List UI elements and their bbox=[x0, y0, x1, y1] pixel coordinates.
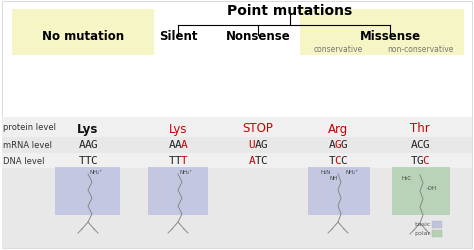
Bar bbox=[148, 167, 208, 215]
Text: A: A bbox=[255, 140, 261, 149]
Text: STOP: STOP bbox=[243, 122, 273, 135]
Text: Nonsense: Nonsense bbox=[226, 30, 291, 42]
Bar bbox=[2, 168, 472, 248]
Text: NH₂⁺: NH₂⁺ bbox=[180, 169, 193, 174]
Text: T: T bbox=[169, 156, 175, 165]
Text: C: C bbox=[341, 156, 347, 165]
Text: DNA level: DNA level bbox=[3, 156, 45, 165]
Text: G: G bbox=[341, 140, 347, 149]
Text: C: C bbox=[91, 156, 97, 165]
Text: A: A bbox=[328, 140, 336, 149]
Text: Silent: Silent bbox=[159, 30, 197, 42]
Text: NH₂⁺: NH₂⁺ bbox=[346, 169, 359, 174]
Text: A: A bbox=[249, 156, 255, 165]
Text: No mutation: No mutation bbox=[42, 30, 124, 42]
Text: NH₂⁺: NH₂⁺ bbox=[90, 169, 103, 174]
Text: NH: NH bbox=[330, 176, 338, 181]
Text: C: C bbox=[335, 156, 341, 165]
Bar bbox=[55, 167, 120, 215]
Text: T: T bbox=[85, 156, 91, 165]
Text: –OH: –OH bbox=[426, 186, 437, 191]
Text: A: A bbox=[79, 140, 85, 149]
Bar bbox=[392, 167, 450, 215]
Text: C: C bbox=[261, 156, 267, 165]
Text: U: U bbox=[249, 140, 255, 149]
Bar bbox=[2, 118, 472, 138]
Text: T: T bbox=[255, 156, 261, 165]
Text: Point mutations: Point mutations bbox=[228, 4, 353, 18]
Text: G: G bbox=[423, 140, 429, 149]
Text: A: A bbox=[85, 140, 91, 149]
Text: A: A bbox=[181, 140, 187, 149]
Text: non-conservative: non-conservative bbox=[387, 44, 453, 53]
Bar bbox=[432, 221, 442, 228]
Text: A: A bbox=[169, 140, 175, 149]
Bar bbox=[308, 167, 370, 215]
Text: A: A bbox=[410, 140, 418, 149]
Text: C: C bbox=[423, 156, 429, 165]
Text: H₂N: H₂N bbox=[321, 169, 331, 174]
Text: T: T bbox=[328, 156, 336, 165]
Text: Arg: Arg bbox=[328, 122, 348, 135]
Text: protein level: protein level bbox=[3, 123, 56, 132]
Bar bbox=[300, 10, 464, 56]
Text: G: G bbox=[91, 140, 97, 149]
Text: H₃C: H₃C bbox=[402, 176, 412, 181]
Bar bbox=[12, 10, 154, 56]
Text: Lys: Lys bbox=[169, 122, 187, 135]
Text: Lys: Lys bbox=[77, 122, 99, 135]
Text: Thr: Thr bbox=[410, 122, 430, 135]
Bar bbox=[2, 152, 472, 169]
Text: T: T bbox=[410, 156, 418, 165]
Text: T: T bbox=[79, 156, 85, 165]
Text: C: C bbox=[417, 140, 423, 149]
Text: basic: basic bbox=[415, 222, 431, 226]
Text: T: T bbox=[174, 156, 182, 165]
Bar bbox=[432, 230, 442, 237]
Text: conservative: conservative bbox=[313, 44, 363, 53]
Text: G: G bbox=[417, 156, 423, 165]
Text: polar: polar bbox=[415, 230, 431, 235]
Text: G: G bbox=[261, 140, 267, 149]
Bar bbox=[2, 136, 472, 154]
Text: T: T bbox=[181, 156, 187, 165]
Text: Missense: Missense bbox=[359, 30, 420, 42]
Text: G: G bbox=[335, 140, 341, 149]
Text: A: A bbox=[174, 140, 182, 149]
Text: mRNA level: mRNA level bbox=[3, 140, 52, 149]
